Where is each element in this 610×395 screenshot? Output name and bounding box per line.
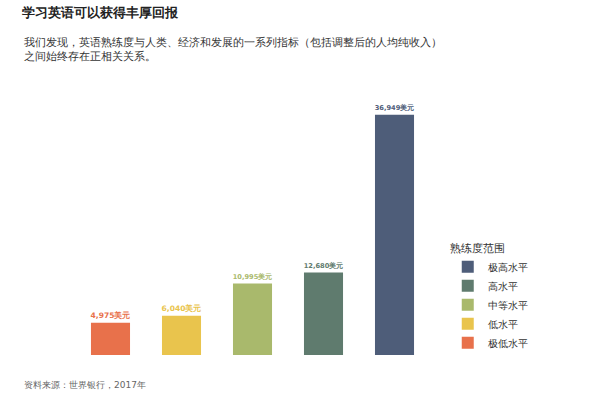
svg-text:6,040美元: 6,040美元	[162, 303, 202, 313]
svg-text:36,949美元: 36,949美元	[375, 103, 415, 112]
svg-text:10,995美元: 10,995美元	[233, 272, 273, 281]
svg-text:极高水平: 极高水平	[487, 262, 528, 273]
svg-text:学习英语可以获得丰厚回报: 学习英语可以获得丰厚回报	[22, 5, 179, 20]
svg-text:4,975美元: 4,975美元	[91, 310, 131, 320]
svg-text:熟练度范围: 熟练度范围	[450, 242, 505, 255]
svg-text:高水平: 高水平	[488, 281, 518, 292]
svg-text:低水平: 低水平	[488, 319, 518, 330]
svg-text:12,680美元: 12,680美元	[304, 261, 344, 270]
svg-text:中等水平: 中等水平	[488, 300, 528, 311]
svg-text:我们发现，英语熟练度与人类、经济和发展的一系列指标（包括调整: 我们发现，英语熟练度与人类、经济和发展的一系列指标（包括调整后的人均纯收入）之间…	[24, 36, 442, 63]
svg-text:资料来源：世界银行，2017年: 资料来源：世界银行，2017年	[24, 380, 146, 390]
svg-text:极低水平: 极低水平	[487, 338, 528, 349]
